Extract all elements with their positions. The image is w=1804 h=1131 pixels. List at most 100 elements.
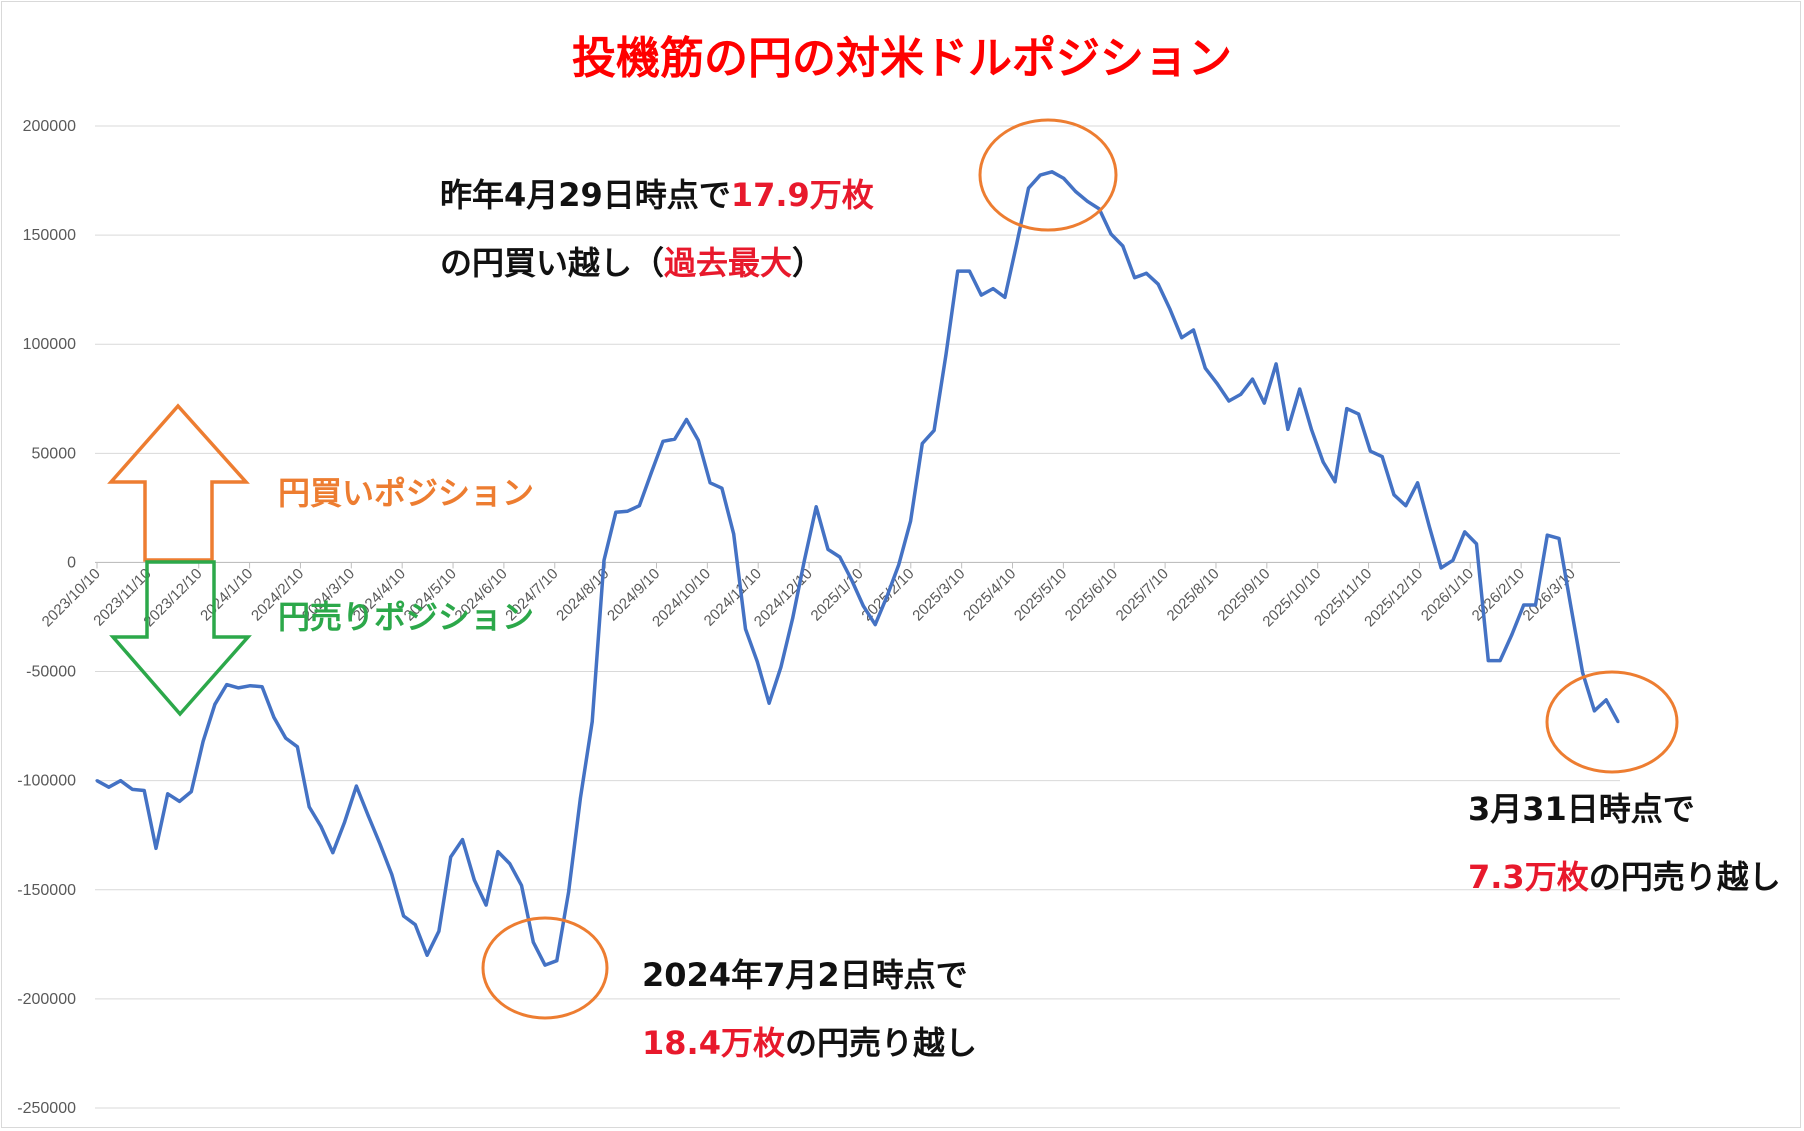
data-point	[1074, 189, 1078, 193]
data-point	[850, 578, 854, 582]
data-point	[1475, 542, 1479, 546]
data-point	[637, 504, 641, 508]
data-point	[1616, 720, 1620, 724]
data-point	[814, 505, 818, 509]
data-point	[213, 702, 217, 706]
series-line	[96, 170, 1620, 967]
legend-buy-label: 円買いポジション	[278, 474, 535, 512]
data-point	[956, 269, 960, 273]
data-point	[1192, 328, 1196, 332]
data-point	[1003, 295, 1007, 299]
data-point	[732, 532, 736, 536]
data-point	[449, 855, 453, 859]
peak-annotation-line2: の円買い越し（過去最大）	[440, 238, 824, 284]
buy-position-arrow	[107, 403, 250, 562]
series-group	[95, 170, 1620, 967]
y-tick-label: -200000	[17, 991, 76, 1008]
data-point	[1038, 173, 1042, 177]
y-tick-label: 200000	[23, 118, 76, 135]
data-point	[1357, 412, 1361, 416]
data-point	[366, 814, 370, 818]
data-point	[590, 720, 594, 724]
low-2024-circle	[481, 916, 609, 1020]
data-point	[743, 627, 747, 631]
data-point	[413, 923, 417, 927]
data-point	[1380, 455, 1384, 459]
data-point	[1015, 242, 1019, 246]
data-point	[1498, 659, 1502, 663]
y-tick-label: -100000	[17, 773, 76, 790]
low-2024-value: 18.4万枚	[642, 1024, 785, 1062]
data-point	[920, 442, 924, 446]
data-point	[248, 684, 252, 688]
latest-annotation-line2: 7.3万枚の円売り越し	[1468, 852, 1781, 898]
data-point	[755, 660, 759, 664]
data-point	[236, 686, 240, 690]
x-tick-label: 2025/8/10	[1164, 565, 1223, 624]
data-point	[189, 790, 193, 794]
data-point	[1298, 387, 1302, 391]
data-point	[1180, 336, 1184, 340]
data-point	[1050, 170, 1054, 174]
data-point	[1286, 427, 1290, 431]
chart-title: 投機筋の円の対米ドルポジション	[572, 33, 1232, 84]
low-2024-annotation-line1: 2024年7月2日時点で	[642, 956, 968, 994]
data-point	[1274, 362, 1278, 366]
x-tick-label: 2025/7/10	[1113, 565, 1172, 624]
data-point	[354, 784, 358, 788]
data-point	[307, 805, 311, 809]
data-point	[1227, 399, 1231, 403]
data-point	[968, 269, 972, 273]
latest-value: 7.3万枚	[1468, 858, 1589, 896]
peak-prefix: 昨年4月29日時点で	[440, 176, 731, 214]
data-point	[979, 293, 983, 297]
data-point	[402, 914, 406, 918]
data-point	[720, 486, 724, 490]
data-point	[519, 883, 523, 887]
data-point	[1569, 604, 1573, 608]
data-point	[909, 519, 913, 523]
x-tick-label: 2025/4/10	[960, 565, 1019, 624]
data-point	[873, 623, 877, 627]
data-point	[1486, 659, 1490, 663]
peak-line2-red: 過去最大	[664, 244, 793, 282]
data-point	[472, 878, 476, 882]
data-point	[1451, 558, 1455, 562]
data-point	[1133, 276, 1137, 280]
data-point	[119, 779, 123, 783]
data-point	[1215, 382, 1219, 386]
data-point	[142, 788, 146, 792]
data-point	[578, 796, 582, 800]
data-point	[1262, 401, 1266, 405]
data-point	[1545, 533, 1549, 537]
data-point	[1026, 186, 1030, 190]
data-point	[1250, 377, 1254, 381]
data-point	[484, 903, 488, 907]
data-point	[154, 846, 158, 850]
data-point	[1533, 603, 1537, 607]
data-point	[861, 604, 865, 608]
data-point	[1121, 244, 1125, 248]
data-point	[531, 940, 535, 944]
data-point	[225, 683, 229, 687]
data-point	[461, 838, 465, 842]
data-point	[295, 745, 299, 749]
legend-sell-label: 円売りポジション	[278, 598, 535, 636]
latest-annotation-line1: 3月31日時点で	[1468, 790, 1695, 828]
data-point	[1581, 671, 1585, 675]
y-tick-label: -50000	[26, 664, 76, 681]
data-point	[319, 824, 323, 828]
data-point	[284, 736, 288, 740]
peak-value: 17.9万枚	[730, 176, 874, 214]
data-point	[1404, 504, 1408, 508]
data-point	[838, 555, 842, 559]
data-point	[708, 481, 712, 485]
data-point	[1510, 632, 1514, 636]
y-tick-label: 0	[67, 554, 76, 571]
data-point	[1203, 366, 1207, 370]
data-point	[260, 685, 264, 689]
low-2024-annotation-line2: 18.4万枚の円売り越し	[642, 1018, 977, 1064]
y-tick-label: -250000	[17, 1100, 76, 1117]
data-point	[343, 820, 347, 824]
